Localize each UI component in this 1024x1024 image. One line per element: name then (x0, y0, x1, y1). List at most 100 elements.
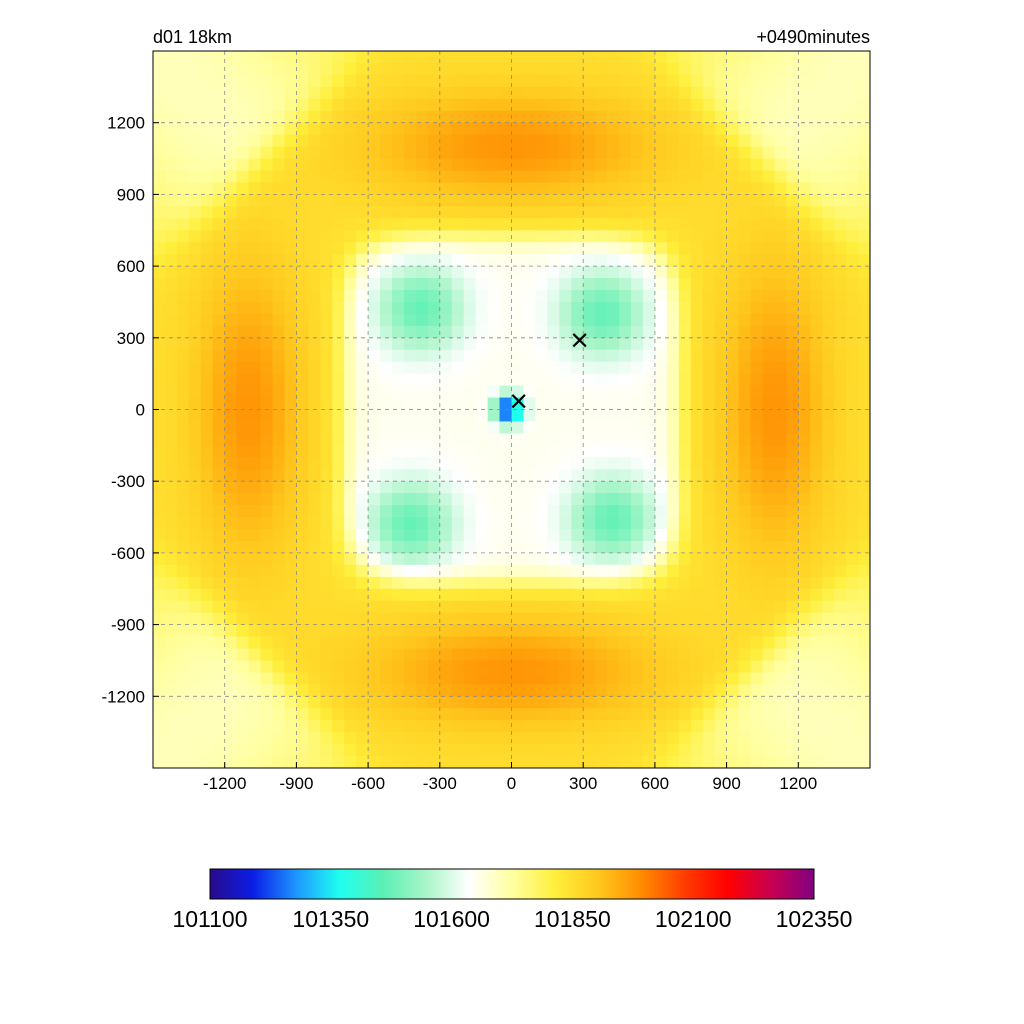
field-cell (356, 648, 369, 662)
field-cell (188, 469, 202, 482)
field-cell (702, 576, 716, 590)
field-cell (392, 51, 405, 64)
field-cell (762, 505, 775, 518)
field-cell (164, 409, 178, 423)
field-cell (344, 493, 357, 506)
field-cell (164, 230, 178, 243)
field-cell (153, 576, 166, 590)
field-cell (846, 517, 859, 530)
field-cell (200, 732, 214, 745)
field-cell (403, 409, 417, 423)
field-cell (714, 313, 728, 327)
field-cell (344, 732, 357, 745)
field-cell (834, 445, 847, 458)
field-cell (774, 218, 787, 231)
field-cell (188, 74, 202, 88)
field-cell (642, 552, 656, 566)
field-cell (642, 74, 656, 88)
field-cell (774, 301, 787, 315)
field-cell (403, 74, 417, 88)
field-cell (284, 158, 297, 172)
field-cell (523, 86, 536, 100)
field-cell (427, 457, 441, 470)
field-cell (200, 708, 214, 721)
field-cell (846, 62, 859, 76)
field-cell (631, 278, 644, 291)
field-cell (224, 636, 238, 650)
field-cell (284, 672, 297, 685)
field-cell (702, 242, 716, 255)
field-cell (272, 409, 286, 423)
x-tick-label: 600 (641, 774, 669, 793)
field-cell (296, 720, 309, 733)
field-cell (380, 158, 393, 172)
field-cell (511, 672, 525, 685)
field-cell (260, 206, 274, 219)
field-cell (499, 481, 513, 494)
field-cell (726, 576, 740, 590)
field-cell (403, 744, 417, 757)
field-cell (583, 732, 596, 745)
field-cell (176, 325, 190, 339)
field-cell (308, 469, 321, 482)
field-cell (523, 290, 536, 303)
field-cell (678, 756, 692, 768)
field-cell (475, 313, 489, 327)
field-cell (463, 349, 477, 363)
field-cell (678, 194, 692, 207)
field-cell (320, 230, 333, 243)
field-cell (248, 636, 262, 650)
field-cell (439, 158, 453, 172)
field-cell (619, 397, 632, 411)
field-cell (511, 170, 525, 184)
field-cell (308, 540, 321, 554)
field-cell (583, 301, 596, 315)
field-cell (499, 505, 513, 518)
field-cell (475, 325, 489, 339)
field-cell (798, 564, 811, 578)
field-cell (212, 373, 226, 387)
field-cell (296, 194, 309, 207)
field-cell (786, 660, 799, 673)
field-cell (858, 529, 870, 542)
field-cell (427, 86, 441, 100)
field-cell (153, 206, 166, 219)
field-cell (200, 433, 214, 446)
field-cell (320, 552, 333, 566)
field-cell (236, 457, 250, 470)
field-cell (392, 493, 405, 506)
field-cell (248, 110, 262, 124)
field-cell (619, 457, 632, 470)
field-cell (631, 206, 644, 219)
field-cell (547, 636, 560, 650)
field-cell (320, 540, 333, 554)
field-cell (547, 493, 560, 506)
field-cell (403, 457, 417, 470)
field-cell (153, 588, 166, 602)
field-cell (810, 218, 823, 231)
field-cell (356, 576, 369, 590)
field-cell (380, 62, 393, 76)
field-cell (858, 564, 870, 578)
field-cell (726, 158, 740, 172)
field-cell (810, 540, 823, 554)
field-cell (654, 576, 668, 590)
field-cell (260, 540, 274, 554)
field-cell (786, 218, 799, 231)
field-cell (738, 481, 752, 494)
field-cell (344, 206, 357, 219)
field-cell (487, 98, 501, 112)
field-cell (678, 254, 692, 267)
field-cell (415, 517, 429, 530)
field-cell (666, 301, 680, 315)
field-cell (642, 433, 656, 446)
field-cell (439, 421, 453, 434)
field-cell (631, 552, 644, 566)
field-cell (858, 481, 870, 494)
field-cell (392, 385, 405, 399)
field-cell (153, 290, 166, 303)
field-cell (164, 481, 178, 494)
field-cell (511, 62, 525, 76)
field-cell (738, 612, 752, 626)
field-cell (176, 218, 190, 231)
